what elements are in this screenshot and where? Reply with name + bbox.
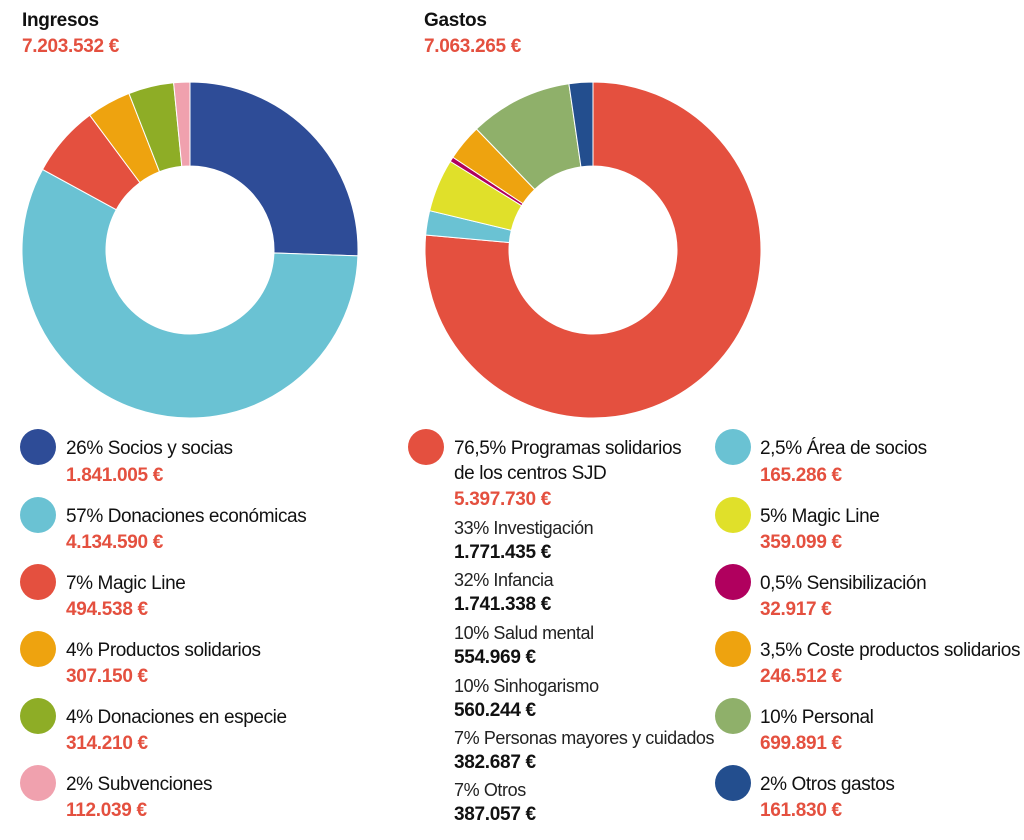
legend-label-subvenciones: 2% Subvenciones <box>66 774 213 795</box>
legend-value-sensibilizacion: 32.917 € <box>760 599 832 620</box>
legend-value-personal: 699.891 € <box>760 733 842 754</box>
gastos-slice-7 <box>568 81 594 168</box>
legend-swatch-area-socios <box>715 429 751 465</box>
gastos-total: 7.063.265 € <box>424 36 522 57</box>
legend-swatch-sensibilizacion <box>715 564 751 600</box>
breakdown-value-investigacion: 1.771.435 € <box>454 542 552 563</box>
ingresos-slice-1 <box>189 81 359 257</box>
legend-value-area-socios: 165.286 € <box>760 465 842 486</box>
breakdown-value-salud-mental: 554.969 € <box>454 647 536 668</box>
ingresos-donut-chart <box>21 81 359 419</box>
legend-value-donaciones-economicas: 4.134.590 € <box>66 532 164 553</box>
legend-swatch-subvenciones <box>20 765 56 801</box>
legend-swatch-donaciones-especie <box>20 698 56 734</box>
legend-value-otros-gastos: 161.830 € <box>760 800 842 821</box>
legend-value-programas-solidarios: 5.397.730 € <box>454 489 552 510</box>
gastos-donut-chart <box>424 81 762 419</box>
breakdown-label-sinhogarismo: 10% Sinhogarismo <box>454 676 599 696</box>
breakdown-value-personas-mayores: 382.687 € <box>454 752 536 773</box>
legend-value-coste-productos: 246.512 € <box>760 666 842 687</box>
gastos-title: Gastos <box>424 10 487 31</box>
legend-swatch-socios <box>20 429 56 465</box>
legend-label-productos-solidarios: 4% Productos solidarios <box>66 640 261 661</box>
legend-label-gastos-magic-line: 5% Magic Line <box>760 506 880 527</box>
legend-label-socios: 26% Socios y socias <box>66 438 233 459</box>
breakdown-label-salud-mental: 10% Salud mental <box>454 623 594 643</box>
legend-label-programas-solidarios-line2: de los centros SJD <box>454 463 607 484</box>
legend-label-donaciones-economicas: 57% Donaciones económicas <box>66 506 307 527</box>
legend-label-personal: 10% Personal <box>760 707 874 728</box>
legend-label-magic-line: 7% Magic Line <box>66 573 186 594</box>
legend-value-socios: 1.841.005 € <box>66 465 164 486</box>
legend-label-otros-gastos: 2% Otros gastos <box>760 774 895 795</box>
legend-swatch-coste-productos <box>715 631 751 667</box>
legend-value-donaciones-especie: 314.210 € <box>66 733 148 754</box>
legend-swatch-otros-gastos <box>715 765 751 801</box>
legend-label-programas-solidarios-line1: 76,5% Programas solidarios <box>454 438 682 459</box>
legend-swatch-donaciones-economicas <box>20 497 56 533</box>
breakdown-label-infancia: 32% Infancia <box>454 570 554 590</box>
legend-label-donaciones-especie: 4% Donaciones en especie <box>66 707 287 728</box>
legend-value-productos-solidarios: 307.150 € <box>66 666 148 687</box>
gastos-slice-1 <box>424 81 762 419</box>
legend-label-sensibilizacion: 0,5% Sensibilización <box>760 573 927 594</box>
ingresos-total: 7.203.532 € <box>22 36 120 57</box>
legend-label-area-socios: 2,5% Área de socios <box>760 438 927 459</box>
legend-value-gastos-magic-line: 359.099 € <box>760 532 842 553</box>
legend-swatch-magic-line <box>20 564 56 600</box>
legend-label-coste-productos: 3,5% Coste productos solidarios <box>760 640 1021 661</box>
legend-swatch-productos-solidarios <box>20 631 56 667</box>
legend-swatch-personal <box>715 698 751 734</box>
breakdown-value-infancia: 1.741.338 € <box>454 594 552 615</box>
ingresos-title: Ingresos <box>22 10 99 31</box>
legend-value-subvenciones: 112.039 € <box>66 800 147 821</box>
breakdown-label-otros: 7% Otros <box>454 780 526 800</box>
breakdown-value-otros: 387.057 € <box>454 804 536 825</box>
breakdown-label-investigacion: 33% Investigación <box>454 518 594 538</box>
ingresos-slice-2 <box>21 168 359 419</box>
legend-value-magic-line: 494.538 € <box>66 599 148 620</box>
legend-swatch-programas-solidarios <box>408 429 444 465</box>
ingresos-slice-6 <box>173 81 191 167</box>
breakdown-label-personas-mayores: 7% Personas mayores y cuidados <box>454 728 715 748</box>
legend-swatch-gastos-magic-line <box>715 497 751 533</box>
breakdown-value-sinhogarismo: 560.244 € <box>454 700 536 721</box>
